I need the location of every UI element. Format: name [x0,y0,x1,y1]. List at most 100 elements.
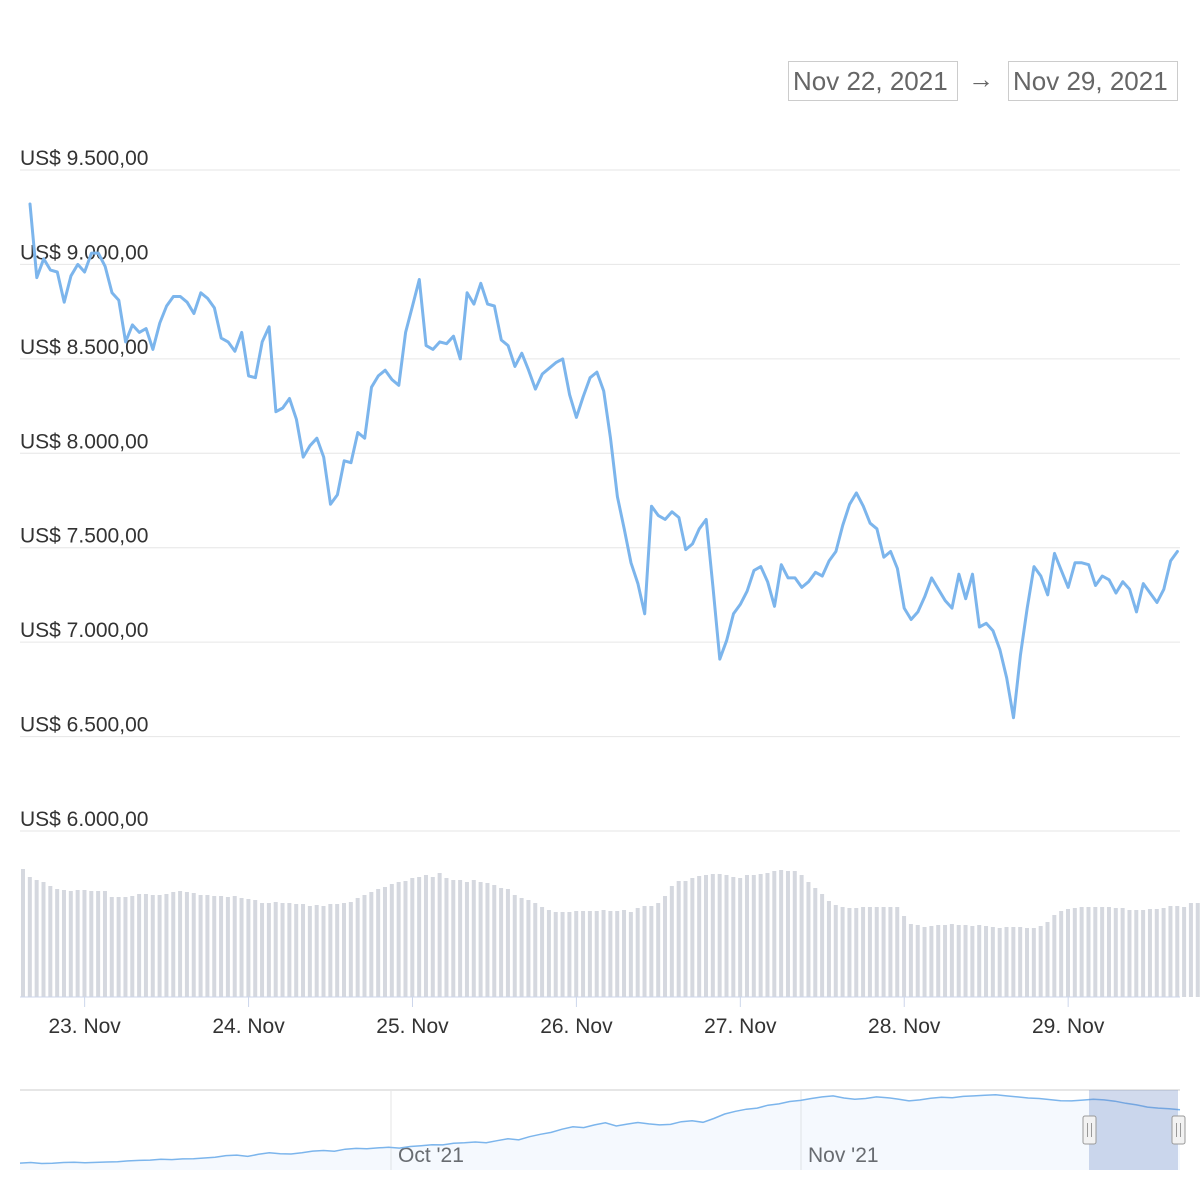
volume-bar [553,912,558,997]
volume-bar [1127,910,1132,997]
volume-bar [779,870,784,997]
y-axis-labels: US$ 9.500,00 US$ 9.000,00 US$ 8.500,00 US$ … [20,147,148,831]
volume-bar [840,907,845,997]
volume-bar [956,925,961,997]
navigator-selection[interactable] [1089,1090,1178,1170]
volume-bar [232,896,237,997]
volume-bar [526,900,531,997]
volume-bar [389,884,394,997]
range-from-input[interactable]: Nov 22, 2021 [788,61,958,101]
volume-bar [772,871,777,997]
x-tick-label: 23. Nov [48,1015,121,1038]
volume-bar [519,898,524,997]
volume-bar [287,903,292,997]
volume-bar [977,925,982,997]
volume-bar [273,902,278,997]
volume-bar [1175,906,1180,997]
volume-bar [1065,909,1070,997]
x-axis-ticks: 23. Nov 24. Nov 25. Nov 26. Nov 27. Nov 28. N… [48,997,1105,1038]
price-series [28,202,1179,720]
y-tick-label: US$ 8.500,00 [20,336,148,359]
volume-bar [130,896,135,997]
volume-bar [512,895,517,997]
volume-bar [246,899,251,997]
volume-bar [799,875,804,997]
volume-bar [820,894,825,997]
volume-bar [874,907,879,997]
volume-bar [1059,911,1064,997]
volume-bar [854,908,859,997]
volume-bar [758,874,763,997]
volume-bar [21,869,25,997]
navigator-left-handle[interactable] [1082,1115,1097,1145]
volume-bar [89,891,94,997]
y-tick-label: US$ 6.000,00 [20,808,148,831]
y-tick-label: US$ 7.000,00 [20,619,148,642]
volume-bar [1154,909,1159,997]
volume-bar [212,896,217,997]
volume-bar [704,875,708,997]
volume-bar [765,873,770,997]
volume-bar [751,875,756,997]
volume-bar [61,890,66,997]
volume-bar [1141,910,1146,997]
volume-bar [150,895,155,997]
volume-bar [833,905,838,997]
volume-bar [184,892,189,997]
volume-bar [895,907,900,997]
volume-bar [478,882,483,997]
volume-bar [642,906,647,997]
volume-bar [171,892,176,997]
volume-bar [471,880,476,997]
volume-bar [943,925,948,997]
volume-bar [75,890,80,997]
volume-bar [423,875,428,997]
volume-bar [430,877,435,997]
volume-bar [68,891,73,997]
volume-bar [1113,908,1118,997]
volume-bar [382,887,387,997]
volume-bar [1168,906,1173,997]
volume-bar [581,911,586,997]
volume-bar [314,905,319,997]
volume-bar [533,903,538,997]
navigator[interactable]: Oct '21 Nov '21 [19,1089,1186,1170]
volume-bar [697,876,702,997]
volume-bar [1147,909,1152,997]
volume-bar [724,875,729,997]
volume-bar [321,906,326,997]
volume-bar [628,912,633,997]
volume-bar [1038,926,1043,997]
volume-bar [1182,907,1187,997]
volume-bar [1093,907,1098,997]
volume-series [21,869,1200,997]
volume-bar [205,895,210,997]
volume-bar [601,910,606,997]
volume-bar [444,878,449,997]
volume-bar [826,901,831,997]
volume-bar [301,904,306,997]
volume-bar [1188,903,1193,997]
navigator-right-handle[interactable] [1171,1115,1186,1145]
volume-bar [1072,908,1077,997]
navigator-line [19,1094,1181,1165]
volume-bar [915,925,920,997]
navigator-grid: Oct '21 Nov '21 [390,1090,879,1170]
volume-bar [451,880,456,997]
volume-bar [280,903,285,997]
volume-bar [861,907,866,997]
volume-bar [690,878,695,997]
range-to-input[interactable]: Nov 29, 2021 [1008,61,1178,101]
volume-bar [137,894,142,997]
volume-bar [362,895,367,997]
navigator-label: Oct '21 [398,1144,464,1167]
volume-bar [485,883,490,997]
y-tick-label: US$ 9.000,00 [20,241,148,264]
volume-bar [717,874,722,997]
volume-bar [294,904,299,997]
navigator-label: Nov '21 [808,1144,879,1167]
x-tick-label: 26. Nov [540,1015,613,1038]
volume-bar [1004,927,1009,997]
volume-bar [499,888,504,997]
